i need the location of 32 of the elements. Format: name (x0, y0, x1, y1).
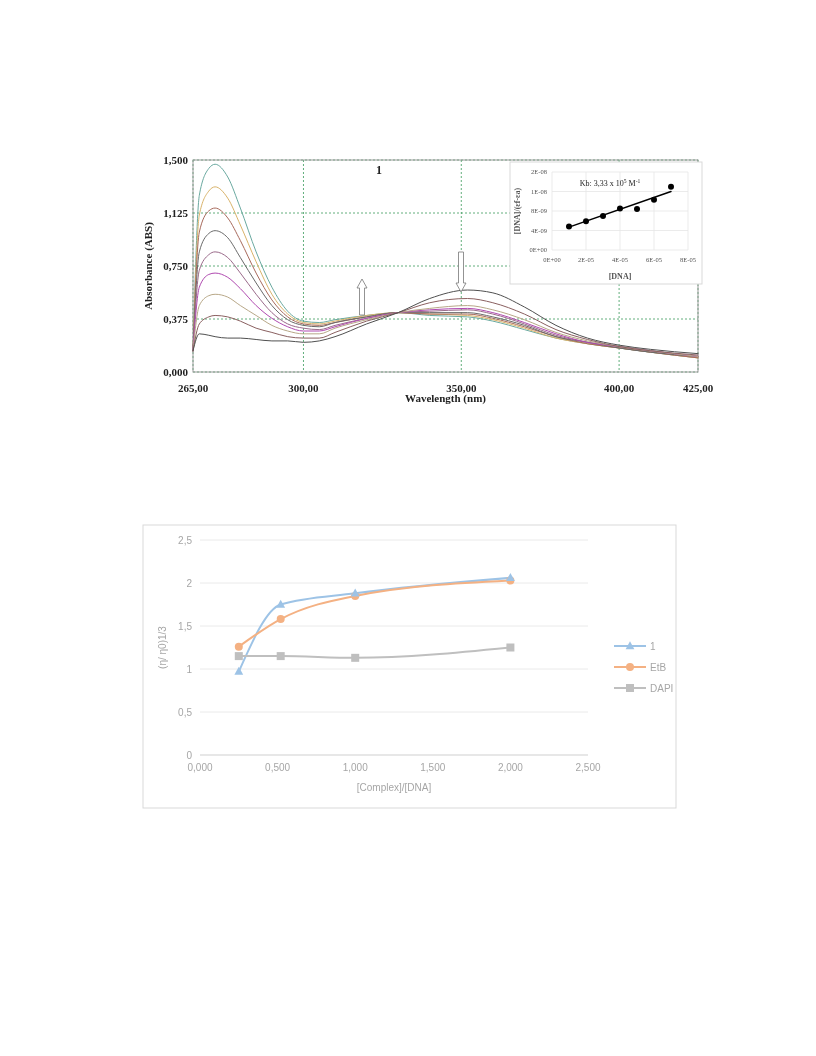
y-tick-label: 1,500 (163, 153, 189, 166)
y-axis-title: Absorbance (ABS) (142, 221, 155, 310)
x-tick-label: 425,00 (682, 382, 714, 394)
y-tick-label: 0,000 (163, 365, 189, 378)
legend-label: 1 (650, 640, 656, 652)
y-tick-label: 0,375 (163, 312, 189, 325)
y-tick-label: 0,750 (163, 259, 189, 272)
x-tick-label: 265,00 (177, 382, 209, 394)
x-tick-label: 2,000 (497, 762, 524, 773)
x-tick-label: 350,00 (446, 382, 477, 394)
x-tick-label: 1,000 (342, 762, 369, 773)
y-tick-label: 0,5 (178, 706, 193, 718)
x-tick-label: 300,00 (288, 382, 320, 394)
y-axis-title: [DNA]/(εf-εa) (513, 187, 522, 235)
legend-label: EtB (650, 661, 667, 673)
y-tick-label: 2,5 (178, 534, 193, 546)
x-axis-title: Wavelength (nm) (405, 392, 487, 405)
y-tick-label: 1,5 (178, 620, 193, 632)
y-tick-label: 0 (186, 749, 193, 761)
x-axis-title: [Complex]/[DNA] (356, 782, 432, 793)
chart-title: 1 (376, 163, 382, 177)
annotation: Kb: 3,33 x 10$^{5}$ M$^{-1}$ (579, 178, 641, 188)
x-tick-label: 1,500 (420, 762, 446, 773)
y-tick-label: 1 (186, 663, 193, 675)
x-tick-label: 400,00 (603, 382, 635, 394)
y-tick-label: 1,125 (163, 206, 189, 219)
y-tick-label: 2 (186, 577, 193, 589)
x-tick-label: 0,500 (265, 762, 291, 773)
x-axis-title: [DNA] (608, 272, 632, 281)
legend-label: DAPI (650, 682, 674, 694)
y-axis-title: (η/ η0)1/3 (157, 625, 168, 669)
x-tick-label: 2,500 (575, 762, 601, 773)
